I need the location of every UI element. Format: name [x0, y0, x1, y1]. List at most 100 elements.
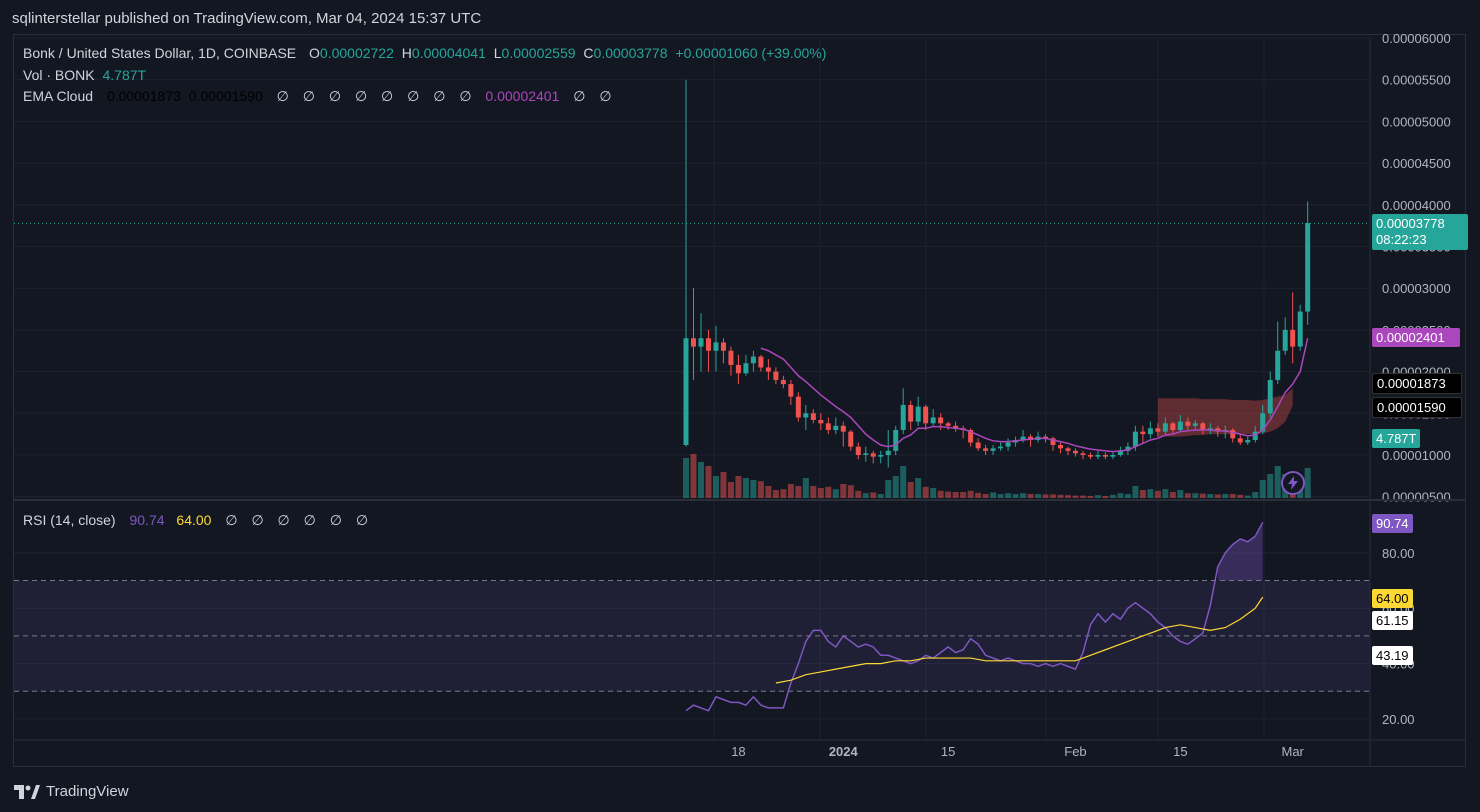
price-legend: Bonk / United States Dollar, 1D, COINBAS…: [23, 45, 830, 61]
candle-body: [885, 450, 891, 455]
volume-tag: 4.787T: [1372, 429, 1421, 448]
volume-bar: [1147, 489, 1154, 498]
candle-body: [893, 429, 899, 451]
candle-body: [1282, 329, 1288, 351]
volume-bar: [832, 489, 839, 498]
volume-bar: [900, 466, 907, 498]
candle-body: [1297, 311, 1303, 347]
candle-body: [1290, 329, 1296, 347]
candle-body: [795, 396, 801, 418]
footer-brand[interactable]: TradingView: [14, 783, 129, 800]
candle-body: [983, 448, 989, 451]
ema-value-3: 0.00002401: [485, 88, 560, 104]
volume-bar: [750, 480, 757, 498]
candle-body: [1080, 453, 1086, 455]
open-value: 0.00002722: [319, 45, 394, 61]
volume-bar: [1259, 480, 1266, 498]
empty-value-icon: ∅: [599, 88, 612, 104]
candle-body: [953, 425, 959, 429]
time-tick-label: Feb: [1064, 744, 1086, 759]
rsi-legend: RSI (14, close) 90.74 64.00 ∅ ∅ ∅ ∅ ∅ ∅: [23, 512, 372, 529]
volume-bar: [1079, 495, 1086, 498]
candle-body: [683, 338, 689, 445]
candle-body: [870, 453, 876, 457]
rsi-upper-band-tag: 61.15: [1372, 611, 1413, 630]
volume-bar: [735, 476, 742, 498]
volume-bar: [683, 458, 689, 498]
volume-bar: [1109, 494, 1116, 498]
volume-bar: [1139, 490, 1146, 498]
low-label: L: [493, 45, 502, 61]
volume-bar: [870, 492, 877, 498]
empty-value-icon: ∅: [276, 88, 289, 104]
ema-legend: EMA Cloud 0.00001873 0.00001590 ∅ ∅ ∅ ∅ …: [23, 88, 616, 105]
lightning-button[interactable]: [1281, 471, 1305, 495]
candle-body: [690, 338, 696, 347]
candle-body: [1192, 423, 1198, 426]
ema-value-1: 0.00001873: [106, 88, 181, 104]
candle-body: [1087, 455, 1093, 457]
volume-bar: [795, 486, 802, 498]
candle-body: [915, 406, 921, 422]
time-tick-label: 2024: [829, 744, 859, 759]
time-tick-label: 15: [1173, 744, 1187, 759]
candle-body: [1200, 423, 1206, 430]
volume-bar: [937, 490, 944, 498]
rsi-label[interactable]: RSI (14, close): [23, 512, 116, 528]
ema-label[interactable]: EMA Cloud: [23, 88, 94, 104]
candle-body: [788, 384, 794, 397]
candle-body: [720, 342, 726, 351]
volume-bar: [1192, 493, 1199, 498]
candle-body: [848, 431, 854, 447]
volume-bar: [1154, 490, 1161, 498]
volume-bar: [705, 466, 712, 498]
empty-value-icon: ∅: [225, 512, 238, 528]
candle-body: [1117, 450, 1123, 455]
time-tick-label: 15: [941, 744, 955, 759]
empty-value-icon: ∅: [303, 512, 316, 528]
candle-body: [1028, 436, 1034, 440]
volume-bar: [945, 491, 952, 498]
volume-bar: [1020, 493, 1027, 498]
rsi-value: 90.74: [129, 512, 165, 528]
volume-bar: [1124, 494, 1131, 498]
candle-body: [1072, 450, 1078, 454]
volume-bar: [877, 494, 884, 498]
empty-value-icon: ∅: [354, 88, 368, 104]
volume-bar: [1132, 486, 1139, 498]
candle-body: [1125, 446, 1131, 451]
volume-bar: [765, 486, 772, 498]
rsi-tag: 90.74: [1372, 514, 1413, 533]
volume-bar: [922, 486, 929, 498]
candle-body: [1260, 413, 1266, 432]
volume-bar: [1012, 494, 1019, 498]
candle-body: [840, 425, 846, 432]
candle-body: [1177, 421, 1183, 430]
symbol-name[interactable]: Bonk / United States Dollar, 1D, COINBAS…: [23, 45, 297, 61]
volume-bar: [960, 492, 967, 498]
candle-body: [1020, 436, 1026, 440]
tradingview-logo-icon: [14, 784, 40, 799]
empty-value-icon: ∅: [407, 88, 420, 104]
volume-bar: [1005, 493, 1012, 498]
empty-value-icon: ∅: [355, 512, 369, 528]
rsi-ma-tag: 64.00: [1372, 589, 1413, 608]
volume-label[interactable]: Vol · BONK: [23, 67, 95, 83]
volume-bar: [720, 472, 727, 498]
rsi-tick-label: 80.00: [1382, 546, 1415, 561]
volume-bar: [1072, 495, 1079, 498]
candle-body: [930, 417, 936, 424]
volume-bar: [1027, 494, 1034, 498]
candle-body: [1147, 428, 1153, 435]
high-value: 0.00004041: [411, 45, 486, 61]
candle-body: [990, 448, 996, 451]
candle-body: [1050, 438, 1056, 445]
volume-bar: [727, 482, 734, 498]
volume-bar: [840, 484, 847, 498]
candle-body: [1162, 423, 1168, 432]
volume-bar: [862, 493, 869, 498]
candle-body: [743, 363, 749, 374]
empty-value-icon: ∅: [433, 88, 446, 104]
volume-bar: [915, 478, 922, 498]
